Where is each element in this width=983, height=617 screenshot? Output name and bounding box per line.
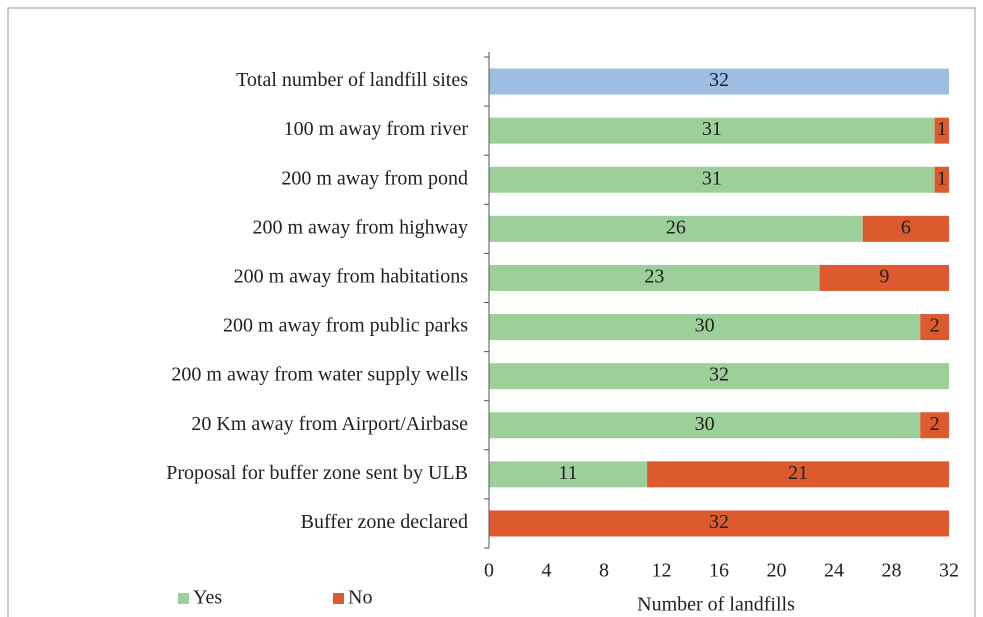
x-tick-label: 28 xyxy=(882,560,902,582)
y-tick-label: 100 m away from river xyxy=(284,118,469,140)
bar-segment xyxy=(920,412,949,439)
y-tick-label: 200 m away from pond xyxy=(281,167,468,189)
bar-segment xyxy=(934,166,949,193)
data-label: 2 xyxy=(930,413,940,435)
bar-segment xyxy=(819,264,949,291)
data-label: 32 xyxy=(709,364,729,386)
data-label: 30 xyxy=(695,413,715,435)
data-label: 2 xyxy=(930,315,940,337)
y-tick-label: Buffer zone declared xyxy=(301,511,468,533)
y-tick-label: 200 m away from highway xyxy=(252,216,468,238)
bar-segment xyxy=(489,117,935,144)
data-label: 31 xyxy=(702,167,722,189)
legend-label: No xyxy=(348,587,372,609)
data-label: 21 xyxy=(788,462,808,484)
bar-segment xyxy=(489,510,949,537)
bar-segment xyxy=(489,166,935,193)
bar-segment xyxy=(489,68,949,95)
x-tick-label: 0 xyxy=(484,560,494,582)
x-tick-label: 16 xyxy=(709,560,729,582)
data-label: 1 xyxy=(937,167,947,189)
bar-segment xyxy=(489,412,921,439)
x-tick-label: 24 xyxy=(824,560,844,582)
bar-segment xyxy=(862,215,949,242)
x-tick-label: 8 xyxy=(599,560,609,582)
y-tick-label: 200 m away from habitations xyxy=(234,266,469,288)
data-label: 32 xyxy=(709,69,729,91)
x-tick-label: 32 xyxy=(939,560,959,582)
bar-segment xyxy=(920,314,949,341)
y-tick-label: 20 Km away from Airport/Airbase xyxy=(191,413,468,435)
x-axis-label: Number of landfills xyxy=(637,594,795,616)
data-label: 31 xyxy=(702,118,722,140)
y-tick-label: 200 m away from public parks xyxy=(223,315,468,337)
data-label: 9 xyxy=(879,266,889,288)
data-label: 23 xyxy=(644,266,664,288)
bar-segment xyxy=(934,117,949,144)
y-tick-label: 200 m away from water supply wells xyxy=(171,364,468,386)
bar-segment xyxy=(489,314,921,341)
data-label: 1 xyxy=(937,118,947,140)
legend-swatch xyxy=(178,593,189,604)
bar-segment xyxy=(489,264,820,291)
data-label: 32 xyxy=(709,511,729,533)
data-label: 30 xyxy=(695,315,715,337)
data-label: 11 xyxy=(558,462,577,484)
data-label: 26 xyxy=(666,216,686,238)
x-tick-label: 4 xyxy=(542,560,552,582)
frame xyxy=(7,7,976,617)
legend-swatch xyxy=(333,593,344,604)
bar-segment xyxy=(647,461,949,488)
x-tick-label: 12 xyxy=(652,560,672,582)
legend-label: Yes xyxy=(193,587,222,609)
y-tick-label: Proposal for buffer zone sent by ULB xyxy=(166,462,468,484)
x-tick-label: 20 xyxy=(767,560,787,582)
bar-segment xyxy=(489,215,863,242)
data-label: 6 xyxy=(901,216,911,238)
bar-segment xyxy=(489,461,648,488)
y-tick-label: Total number of landfill sites xyxy=(236,69,468,91)
bar-segment xyxy=(489,363,949,390)
